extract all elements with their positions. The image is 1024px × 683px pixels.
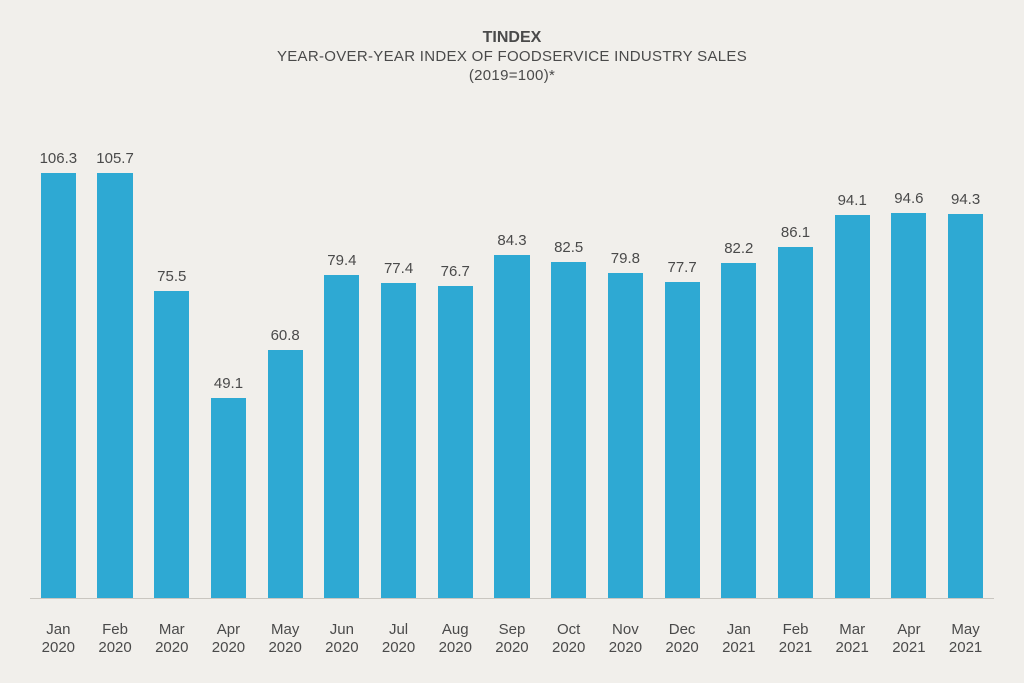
bar-value-label: 79.8 xyxy=(611,250,640,267)
x-axis-label: Mar 2020 xyxy=(143,621,200,659)
chart-title-block: TINDEX YEAR-OVER-YEAR INDEX OF FOODSERVI… xyxy=(0,0,1024,86)
bar xyxy=(211,398,246,598)
x-axis-label: Dec 2020 xyxy=(654,621,711,659)
bar xyxy=(891,213,926,598)
x-axis-label: Mar 2021 xyxy=(824,621,881,659)
x-axis-label: Sep 2020 xyxy=(484,621,541,659)
x-axis-label: Oct 2020 xyxy=(540,621,597,659)
bar xyxy=(381,283,416,598)
bar-slot: 94.6 xyxy=(881,150,938,598)
bar-slot: 75.5 xyxy=(143,150,200,598)
x-axis-labels: Jan 2020Feb 2020Mar 2020Apr 2020May 2020… xyxy=(30,621,994,659)
bar xyxy=(154,291,189,598)
bar-value-label: 86.1 xyxy=(781,224,810,241)
chart-title-sub1: YEAR-OVER-YEAR INDEX OF FOODSERVICE INDU… xyxy=(0,48,1024,67)
x-axis-label: Feb 2020 xyxy=(87,621,144,659)
x-axis-label: Nov 2020 xyxy=(597,621,654,659)
x-axis-label: Jan 2020 xyxy=(30,621,87,659)
chart-title-main: TINDEX xyxy=(0,28,1024,48)
bar xyxy=(494,255,529,598)
x-axis-label: Jan 2021 xyxy=(710,621,767,659)
bar-slot: 105.7 xyxy=(87,150,144,598)
bar-value-label: 82.2 xyxy=(724,240,753,257)
bar-value-label: 75.5 xyxy=(157,268,186,285)
bar xyxy=(551,262,586,598)
bar-value-label: 77.7 xyxy=(667,259,696,276)
x-axis-label: Jun 2020 xyxy=(314,621,371,659)
bar-value-label: 94.1 xyxy=(838,192,867,209)
bar xyxy=(97,173,132,598)
bar-slot: 76.7 xyxy=(427,150,484,598)
bar-slot: 79.8 xyxy=(597,150,654,598)
bar xyxy=(948,214,983,598)
bar-slot: 79.4 xyxy=(314,150,371,598)
bars-group: 106.3 105.7 75.5 49.1 60.8 79.4 77.4 76.7 84.3 82… xyxy=(30,150,994,599)
bar-value-label: 94.6 xyxy=(894,190,923,207)
bar xyxy=(268,350,303,598)
bar-value-label: 94.3 xyxy=(951,191,980,208)
bar xyxy=(721,263,756,598)
bar-value-label: 76.7 xyxy=(441,263,470,280)
bar-slot: 82.5 xyxy=(540,150,597,598)
bar-value-label: 84.3 xyxy=(497,232,526,249)
x-axis-label: Feb 2021 xyxy=(767,621,824,659)
x-axis-label: Apr 2020 xyxy=(200,621,257,659)
chart-title-sub2: (2019=100)* xyxy=(0,67,1024,86)
tindex-bar-chart: TINDEX YEAR-OVER-YEAR INDEX OF FOODSERVI… xyxy=(0,0,1024,683)
x-axis-label: Apr 2021 xyxy=(881,621,938,659)
bar-slot: 77.7 xyxy=(654,150,711,598)
x-axis-label: May 2021 xyxy=(937,621,994,659)
x-axis-label: Jul 2020 xyxy=(370,621,427,659)
bar xyxy=(665,282,700,598)
bar-value-label: 77.4 xyxy=(384,260,413,277)
bar-value-label: 106.3 xyxy=(40,150,78,167)
x-axis-label: May 2020 xyxy=(257,621,314,659)
plot-area: 106.3 105.7 75.5 49.1 60.8 79.4 77.4 76.7 84.3 82… xyxy=(30,150,994,598)
bar xyxy=(41,173,76,598)
bar-slot: 49.1 xyxy=(200,150,257,598)
bar xyxy=(324,275,359,598)
bar xyxy=(608,273,643,598)
bar xyxy=(835,215,870,598)
bar-value-label: 79.4 xyxy=(327,252,356,269)
bar-slot: 86.1 xyxy=(767,150,824,598)
bar-slot: 84.3 xyxy=(484,150,541,598)
bar-value-label: 105.7 xyxy=(96,150,134,167)
bar-slot: 82.2 xyxy=(710,150,767,598)
bar-value-label: 60.8 xyxy=(271,327,300,344)
bar xyxy=(438,286,473,598)
bar-value-label: 49.1 xyxy=(214,375,243,392)
bar-slot: 60.8 xyxy=(257,150,314,598)
bar-slot: 77.4 xyxy=(370,150,427,598)
bar xyxy=(778,247,813,598)
bar-value-label: 82.5 xyxy=(554,239,583,256)
bar-slot: 94.1 xyxy=(824,150,881,598)
bar-slot: 94.3 xyxy=(937,150,994,598)
x-axis-label: Aug 2020 xyxy=(427,621,484,659)
bar-slot: 106.3 xyxy=(30,150,87,598)
